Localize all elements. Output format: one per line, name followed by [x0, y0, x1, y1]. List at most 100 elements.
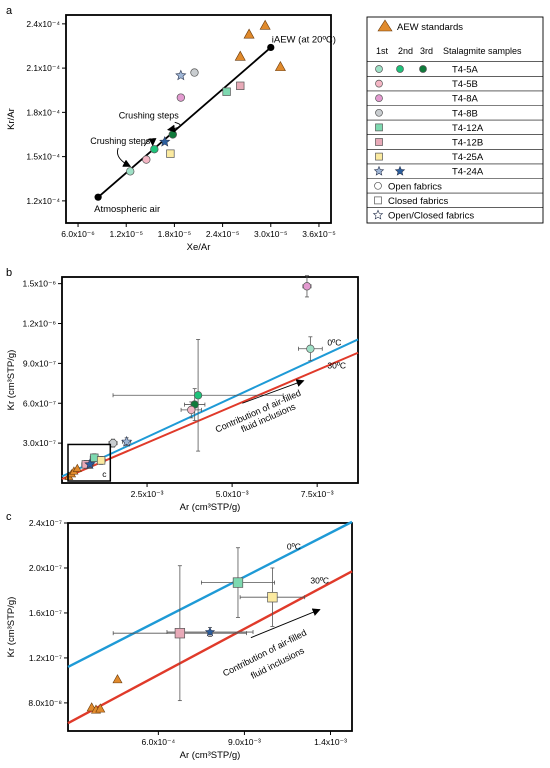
sample-point — [176, 93, 185, 102]
inset-box — [67, 443, 112, 482]
sample-point — [159, 135, 171, 147]
contribution-arrow — [250, 608, 321, 639]
crushing-steps-label: Crushing steps — [119, 110, 180, 120]
legend-col-2nd: 2nd — [398, 46, 413, 56]
crushing-arrow — [143, 138, 157, 147]
legend-sample-rows: T4-5A T4-5B T4-8A T4-8B T4-12A T4-12B T4-25A T4… — [367, 61, 543, 178]
legend-sample-marker — [375, 123, 383, 132]
x-axis-title: Ar (cm³STP/g) — [180, 502, 241, 513]
legend-sample-marker — [375, 108, 383, 117]
sample-point — [306, 344, 315, 353]
legend-sample-marker — [375, 152, 383, 161]
air-aew-mixing-line — [97, 46, 272, 198]
legend-fabric-label: Open fabrics — [388, 181, 442, 192]
y-tick-label: 9.0x10⁻⁷ — [23, 358, 56, 368]
aew-standard-point — [72, 463, 82, 472]
y-tick-label: 2.4x10⁻⁷ — [29, 518, 62, 528]
sample-point — [166, 149, 175, 158]
crushing-steps-label: Crushing steps — [90, 136, 151, 146]
line-0c-label: 0ºC — [327, 337, 341, 347]
y-tick-label: 1.2x10⁻⁴ — [26, 196, 60, 206]
panel-a-plot: 6.0x10⁻⁶ 1.2x10⁻⁵ 1.8x10⁻⁵ 2.4x10⁻⁵ 3.0x10⁻⁵… — [6, 19, 336, 253]
sample-point — [96, 456, 106, 465]
x-tick-label: 5.0x10⁻³ — [216, 489, 249, 499]
aew-standard-point — [234, 50, 246, 61]
legend-sample-marker — [373, 165, 385, 176]
legend-fabric-marker — [374, 196, 382, 205]
x-tick-label: 1.4x10⁻³ — [314, 737, 347, 747]
legend-sample-name: T4-5A — [452, 65, 479, 76]
sample-point — [108, 438, 118, 448]
sample-point — [267, 592, 278, 603]
crushing-arrow — [166, 121, 181, 133]
y-tick-label: 3.0x10⁻⁷ — [23, 438, 56, 448]
aew-standard-point — [259, 19, 271, 30]
panel-b-plot: 2.5x10⁻³ 5.0x10⁻³ 7.5x10⁻³ 3.0x10⁻⁷ 6.0x10⁻⁷… — [6, 275, 359, 513]
legend-fabric-marker — [372, 209, 384, 220]
sample-point — [222, 87, 231, 96]
atmospheric-air-label: Atmospheric air — [94, 204, 160, 215]
y-tick-label: 1.5x10⁻⁴ — [26, 152, 60, 162]
y-tick-label: 1.2x10⁻⁶ — [22, 319, 56, 329]
y-tick-label: 2.1x10⁻⁴ — [26, 63, 60, 73]
sample-point — [84, 458, 96, 470]
iaew-label: iAEW (at 20ºC) — [272, 34, 336, 45]
x-tick-label: 1.2x10⁻⁵ — [109, 229, 143, 239]
y-tick-label: 6.0x10⁻⁷ — [23, 398, 56, 408]
x-tick-label: 7.5x10⁻³ — [301, 489, 334, 499]
legend: AEW standards 1st 2nd 3rd Stalagmite sam… — [366, 16, 544, 224]
contribution-arrow — [242, 379, 305, 404]
aew-standard-point — [243, 28, 255, 39]
sample-point — [150, 145, 159, 154]
sample-point — [187, 405, 196, 415]
legend-sample-name: T4-8B — [452, 108, 478, 119]
sample-point — [142, 155, 151, 164]
line-0c-label: 0ºC — [287, 541, 301, 551]
legend-sample-name: T4-8A — [452, 94, 479, 105]
legend-sample-marker — [396, 65, 404, 73]
x-tick-label: 1.8x10⁻⁵ — [158, 229, 192, 239]
legend-sample-name: T4-25A — [452, 152, 484, 163]
panel-c-frame — [67, 522, 353, 732]
y-tick-label: 1.8x10⁻⁴ — [26, 107, 60, 117]
line-0c — [67, 520, 353, 668]
legend-aew-triangle — [377, 19, 393, 32]
iaew-point — [267, 43, 275, 52]
legend-sample-name: T4-12B — [452, 138, 483, 149]
panel-a-frame — [65, 14, 332, 224]
x-axis-title: Xe/Ar — [187, 242, 211, 253]
legend-sample-marker — [419, 65, 427, 73]
line-30c-label: 30ºC — [327, 361, 346, 371]
legend-aew-label: AEW standards — [397, 22, 463, 33]
legend-fabric-label: Closed fabrics — [388, 196, 448, 207]
inset-box-label: c — [102, 469, 107, 479]
y-tick-label: 1.6x10⁻⁷ — [29, 608, 62, 618]
y-tick-label: 2.0x10⁻⁷ — [29, 563, 62, 573]
sample-point — [175, 69, 187, 81]
sample-point — [232, 577, 244, 588]
legend-sample-marker — [375, 79, 383, 88]
y-tick-label: 2.4x10⁻⁴ — [26, 19, 60, 29]
x-axis-title: Ar (cm³STP/g) — [180, 750, 241, 761]
y-tick-label: 1.5x10⁻⁶ — [22, 279, 56, 289]
legend-sample-marker — [375, 94, 383, 103]
atmospheric-air-point — [94, 193, 102, 201]
aew-standard-point — [112, 674, 123, 684]
y-tick-label: 8.0x10⁻⁸ — [28, 698, 62, 708]
panel-b-frame — [61, 276, 359, 484]
y-axis-title: Kr (cm³STP/g) — [6, 350, 17, 411]
sample-point — [302, 282, 312, 291]
crushing-arrow — [117, 147, 132, 167]
legend-fabric-rows: Open fabrics Closed fabrics Open/Closed fa… — [367, 178, 543, 222]
line-0c — [61, 338, 359, 478]
panel-c-plot: 6.0x10⁻⁴ 9.0x10⁻³ 1.4x10⁻³ 8.0x10⁻⁸ 1.2x10⁻⁷… — [6, 518, 353, 761]
legend-sample-marker — [394, 165, 406, 176]
x-tick-label: 6.0x10⁻⁴ — [142, 737, 176, 747]
legend-sample-name: T4-12A — [452, 123, 484, 134]
aew-standard-point — [95, 703, 106, 713]
sample-point — [190, 68, 199, 77]
x-tick-label: 6.0x10⁻⁶ — [61, 229, 95, 239]
aew-standard-point — [274, 61, 286, 71]
x-tick-label: 9.0x10⁻³ — [228, 737, 261, 747]
